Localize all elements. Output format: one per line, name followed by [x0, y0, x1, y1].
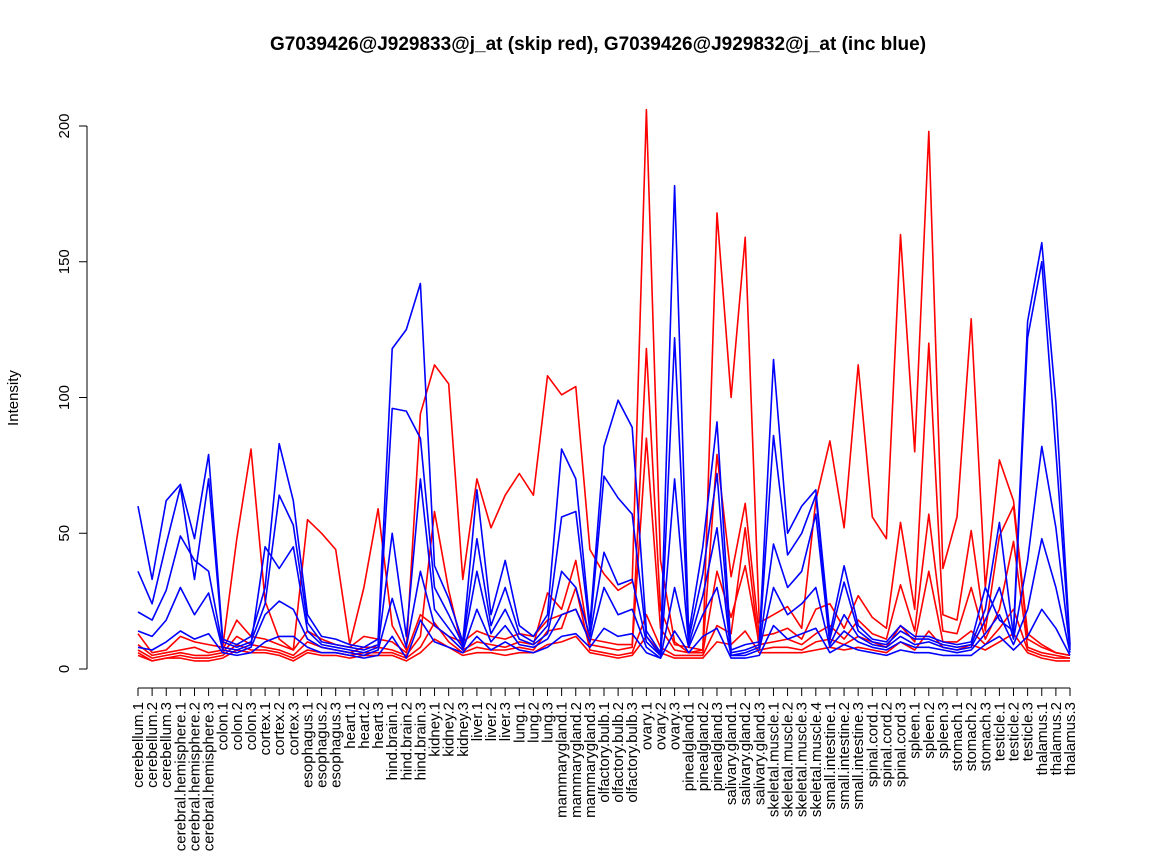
y-tick-label: 0	[56, 665, 73, 673]
x-tick-label: cerebellum.3	[158, 702, 175, 788]
x-tick-label: skeletal.muscle.2	[780, 702, 797, 817]
y-tick-label: 200	[56, 113, 73, 138]
x-tick-label: spinal.cord.3	[893, 702, 910, 787]
x-tick-label: ovary.2	[652, 702, 669, 750]
x-tick-label: esophagus.3	[328, 702, 345, 788]
x-tick-label: salivary.gland.2	[737, 702, 754, 805]
x-tick-label: small.intestine.1	[822, 702, 839, 810]
x-tick-label: mammarygland.1	[554, 702, 571, 818]
x-tick-label: olfactory.bulb.2	[610, 702, 627, 803]
x-tick-label: heart.1	[342, 702, 359, 749]
x-axis: cerebellum.1cerebellum.2cerebellum.3cere…	[130, 687, 1079, 851]
y-axis: 0 50 100 150 200	[56, 113, 88, 673]
x-tick-label: ovary.1	[638, 702, 655, 750]
x-tick-label: liver.1	[469, 702, 486, 741]
x-tick-label: cerebral.hemisphere.3	[201, 702, 218, 851]
series-line	[137, 537, 1071, 659]
series-line	[137, 260, 1071, 657]
series-line	[137, 437, 1071, 659]
x-tick-label: esophagus.1	[299, 702, 316, 788]
series-group	[137, 108, 1071, 662]
x-tick-label: cerebral.hemisphere.2	[186, 702, 203, 851]
x-tick-label: heart.2	[356, 702, 373, 749]
x-tick-label: cortex.3	[285, 702, 302, 755]
chart-title: G7039426@J929833@j_at (skip red), G70394…	[270, 34, 926, 55]
series-line	[137, 342, 1071, 657]
x-tick-label: mammarygland.2	[568, 702, 585, 818]
x-tick-label: cerebellum.1	[130, 702, 147, 788]
x-tick-label: pinealgland.2	[695, 702, 712, 791]
x-tick-label: kidney.3	[455, 702, 472, 757]
x-tick-label: cerebellum.2	[144, 702, 161, 788]
series-line	[137, 526, 1070, 662]
x-tick-label: spinal.cord.1	[864, 702, 881, 787]
x-tick-label: stomach.2	[963, 702, 980, 771]
x-tick-label: lung.3	[540, 702, 557, 743]
y-tick-label: 150	[56, 249, 73, 274]
series-line	[137, 184, 1071, 654]
x-tick-label: skeletal.muscle.4	[808, 702, 825, 817]
x-tick-label: small.intestine.3	[850, 702, 867, 810]
x-tick-label: esophagus.2	[314, 702, 331, 788]
x-tick-label: mammarygland.3	[582, 702, 599, 818]
x-tick-label: stomach.1	[949, 702, 966, 771]
x-tick-label: stomach.3	[977, 702, 994, 771]
x-tick-label: pinealgland.1	[681, 702, 698, 791]
series-line	[137, 630, 1070, 662]
x-tick-label: testicle.3	[1020, 702, 1037, 761]
y-axis-label: Intensity	[5, 370, 22, 426]
x-tick-label: liver.3	[497, 702, 514, 741]
x-tick-label: kidney.2	[441, 702, 458, 757]
x-tick-label: olfactory.bulb.3	[624, 702, 641, 803]
x-tick-label: cortex.1	[257, 702, 274, 755]
x-tick-label: spleen.3	[935, 702, 952, 759]
series-line	[137, 608, 1071, 659]
x-tick-label: liver.2	[483, 702, 500, 741]
series-line	[137, 445, 1071, 657]
x-tick-label: testicle.1	[991, 702, 1008, 761]
x-tick-label: colon.2	[229, 702, 246, 750]
x-tick-label: cortex.2	[271, 702, 288, 755]
x-tick-label: colon.3	[243, 702, 260, 750]
x-tick-label: pinealgland.3	[709, 702, 726, 791]
x-tick-label: spinal.cord.2	[878, 702, 895, 787]
x-tick-label: thalamus.2	[1048, 702, 1065, 775]
x-tick-label: hind.brain.3	[412, 702, 429, 780]
x-tick-label: hind.brain.1	[384, 702, 401, 780]
x-tick-label: testicle.2	[1006, 702, 1023, 761]
x-tick-label: kidney.1	[427, 702, 444, 757]
x-tick-label: heart.3	[370, 702, 387, 749]
x-tick-label: skeletal.muscle.1	[765, 702, 782, 817]
x-tick-label: olfactory.bulb.1	[596, 702, 613, 803]
x-tick-label: thalamus.1	[1034, 702, 1051, 775]
x-tick-label: colon.1	[215, 702, 232, 750]
x-tick-label: spleen.1	[907, 702, 924, 759]
x-tick-label: ovary.3	[667, 702, 684, 750]
y-tick-label: 100	[56, 385, 73, 410]
x-tick-label: cerebral.hemisphere.1	[172, 702, 189, 851]
x-tick-label: salivary.gland.3	[751, 702, 768, 805]
x-tick-label: lung.1	[511, 702, 528, 743]
x-tick-label: thalamus.3	[1062, 702, 1079, 775]
x-tick-label: salivary.gland.1	[723, 702, 740, 805]
x-tick-label: spleen.2	[921, 702, 938, 759]
x-tick-label: hind.brain.2	[398, 702, 415, 780]
y-tick-label: 50	[56, 525, 73, 542]
x-tick-label: skeletal.muscle.3	[794, 702, 811, 817]
x-tick-label: small.intestine.2	[836, 702, 853, 810]
x-tick-label: lung.2	[525, 702, 542, 743]
